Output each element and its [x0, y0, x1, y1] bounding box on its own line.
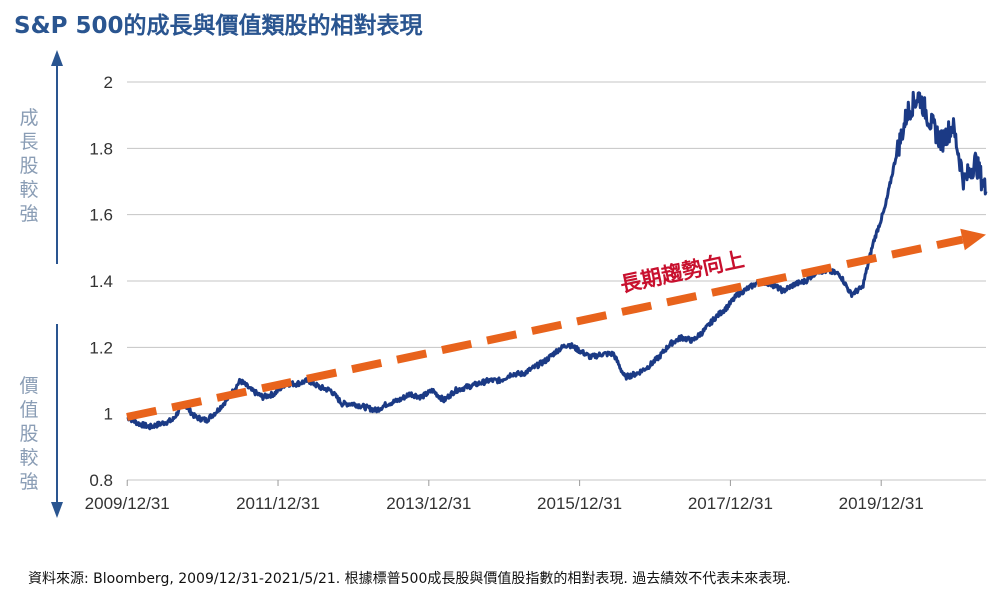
x-tick-label: 2015/12/31	[537, 494, 622, 513]
side-label-char: 較	[19, 179, 38, 201]
x-tick-label: 2019/12/31	[839, 494, 924, 513]
side-label-char: 強	[19, 471, 38, 493]
side-label-char: 較	[19, 447, 38, 469]
line-chart: 0.811.21.41.61.82 2009/12/31 2011/12/31 20…	[19, 50, 988, 518]
x-axis-ticks: 2009/12/31 2011/12/31 2013/12/31 2015/12/31…	[85, 480, 924, 513]
side-label-char: 強	[19, 203, 38, 225]
trend-group: 長期趨勢向上	[126, 228, 986, 421]
trend-arrowhead-icon	[960, 228, 986, 251]
x-tick-label: 2013/12/31	[386, 494, 471, 513]
series-group	[126, 90, 988, 431]
chart-title: S&P 500的成長與價值類股的相對表現	[14, 13, 423, 39]
x-tick-label: 2009/12/31	[85, 494, 170, 513]
side-label-char: 股	[19, 155, 38, 177]
series-line	[126, 90, 988, 431]
side-label-char: 價	[19, 375, 38, 397]
down-arrow-icon	[51, 502, 63, 518]
up-arrow-icon	[51, 50, 63, 66]
x-tick-label: 2017/12/31	[688, 494, 773, 513]
x-tick-label: 2011/12/31	[236, 494, 320, 513]
gridlines	[127, 81, 986, 481]
side-label-char: 值	[19, 399, 38, 421]
side-label-char: 成	[19, 107, 38, 129]
y-tick-label: 1.8	[89, 139, 113, 158]
trend-arrow-line	[126, 235, 964, 421]
source-note: 資料來源: Bloomberg, 2009/12/31-2021/5/21. 根…	[28, 571, 791, 587]
side-label-char: 長	[19, 131, 38, 153]
side-label-char: 股	[19, 423, 38, 445]
y-axis-ticks: 0.8 1 1.2 1.4 1.6 1.8 2	[89, 73, 113, 490]
y-tick-label: 1.4	[89, 272, 113, 291]
y-tick-label: 1	[104, 405, 113, 424]
y-tick-label: 2	[104, 73, 113, 92]
direction-arrows	[51, 50, 63, 518]
y-tick-label: 0.8	[89, 471, 113, 490]
y-tick-label: 1.2	[89, 338, 113, 357]
y-tick-label: 1.6	[89, 206, 113, 225]
